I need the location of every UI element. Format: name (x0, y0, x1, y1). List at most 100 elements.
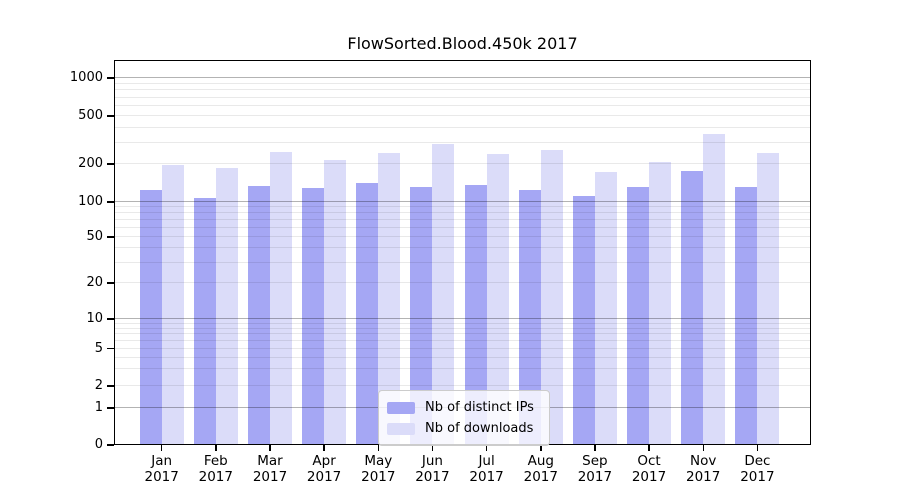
minor-gridline (114, 105, 811, 106)
minor-gridline (114, 115, 811, 116)
y-tick-label: 20 (86, 275, 103, 290)
x-tick-label: Jun 2017 (404, 453, 460, 485)
x-tick-year: 2017 (577, 469, 613, 485)
minor-gridline (114, 82, 811, 84)
x-tick-label: May 2017 (350, 453, 406, 485)
minor-gridline (114, 89, 811, 91)
y-tick-mark (107, 347, 114, 350)
x-tick-mark (485, 445, 488, 451)
bar-downloads-aug (540, 149, 563, 445)
legend-item-distinct-ips: Nb of distinct IPs (387, 397, 540, 418)
major-gridline (114, 201, 811, 202)
bar-distinct-ips-sep (572, 196, 595, 445)
minor-gridline (114, 236, 811, 237)
legend-swatch-downloads (387, 422, 415, 435)
x-tick-label: Dec 2017 (729, 453, 785, 485)
minor-gridline (114, 333, 811, 335)
x-tick-year: 2017 (252, 469, 288, 485)
minor-gridline (114, 385, 811, 386)
y-tick-label: 1000 (69, 70, 103, 85)
bar-distinct-ips-oct (627, 186, 650, 445)
minor-gridline (114, 126, 811, 128)
bar-downloads-nov (703, 133, 726, 445)
bar-downloads-apr (324, 160, 347, 445)
minor-gridline (114, 212, 811, 214)
y-tick-mark (107, 163, 114, 165)
minor-gridline (114, 163, 811, 164)
bar-downloads-jan (161, 164, 184, 445)
y-tick-label: 0 (94, 437, 103, 452)
x-tick-label: Apr 2017 (296, 453, 352, 485)
y-tick-mark (107, 318, 114, 320)
legend-item-downloads: Nb of downloads (387, 418, 540, 439)
x-tick-mark (377, 445, 380, 451)
y-tick-mark (107, 444, 114, 446)
x-tick-year: 2017 (631, 469, 667, 485)
legend-swatch-distinct-ips (387, 401, 415, 414)
chart-title: FlowSorted.Blood.450k 2017 (347, 34, 578, 53)
y-tick-label: 1 (94, 400, 103, 415)
bar-downloads-sep (594, 171, 617, 445)
y-tick-mark (107, 201, 114, 203)
bar-distinct-ips-dec (735, 187, 758, 445)
x-tick-year: 2017 (415, 469, 450, 485)
y-tick-label: 2 (94, 378, 103, 393)
y-tick-label: 5 (94, 340, 103, 356)
bar-downloads-dec (757, 153, 780, 445)
legend: Nb of distinct IPs Nb of downloads (378, 390, 550, 446)
y-tick-label: 10 (86, 311, 103, 326)
x-tick-mark (160, 445, 163, 451)
legend-label-downloads: Nb of downloads (425, 421, 534, 436)
x-tick-year: 2017 (144, 469, 179, 485)
y-tick-mark (107, 385, 114, 387)
x-tick-mark (269, 445, 271, 451)
minor-gridline (114, 282, 811, 283)
x-tick-year: 2017 (469, 469, 504, 485)
x-tick-year: 2017 (198, 469, 233, 485)
minor-gridline (114, 206, 811, 208)
x-tick-mark (215, 445, 217, 451)
x-tick-mark (702, 445, 704, 451)
bar-downloads-feb (215, 168, 238, 445)
bar-downloads-oct (649, 161, 672, 445)
x-tick-year: 2017 (740, 469, 775, 485)
bar-distinct-ips-jan (139, 189, 162, 445)
x-tick-label: Feb 2017 (188, 453, 244, 485)
bar-distinct-ips-jun (410, 186, 433, 445)
y-tick-label: 500 (78, 108, 103, 123)
y-tick-label: 50 (86, 229, 103, 244)
y-tick-label: 200 (78, 156, 103, 171)
x-tick-mark (594, 445, 596, 451)
minor-gridline (114, 356, 811, 358)
y-tick-mark (107, 115, 114, 117)
x-tick-year: 2017 (523, 469, 558, 485)
x-tick-mark (323, 445, 325, 451)
minor-gridline (114, 219, 811, 220)
minor-gridline (114, 327, 811, 329)
x-tick-year: 2017 (306, 469, 342, 485)
bar-distinct-ips-mar (248, 185, 270, 445)
x-tick-mark (648, 445, 650, 451)
minor-gridline (114, 141, 811, 143)
y-tick-mark (107, 407, 114, 409)
bar-distinct-ips-may (356, 183, 379, 445)
bar-downloads-may (378, 152, 401, 445)
minor-gridline (114, 347, 811, 349)
bar-distinct-ips-apr (302, 188, 325, 445)
x-tick-label: Nov 2017 (675, 453, 731, 485)
x-tick-mark (540, 445, 542, 451)
x-tick-year: 2017 (361, 469, 396, 485)
major-gridline (114, 77, 811, 78)
bar-distinct-ips-aug (518, 189, 541, 445)
x-tick-mark (431, 445, 434, 451)
legend-label-distinct-ips: Nb of distinct IPs (425, 400, 534, 415)
minor-gridline (114, 226, 811, 228)
minor-gridline (114, 322, 811, 324)
bar-distinct-ips-nov (681, 171, 704, 445)
minor-gridline (114, 247, 811, 249)
minor-gridline (114, 339, 811, 341)
x-tick-label: Jan 2017 (134, 453, 190, 485)
x-tick-year: 2017 (686, 469, 721, 485)
x-tick-label: Aug 2017 (513, 453, 569, 485)
